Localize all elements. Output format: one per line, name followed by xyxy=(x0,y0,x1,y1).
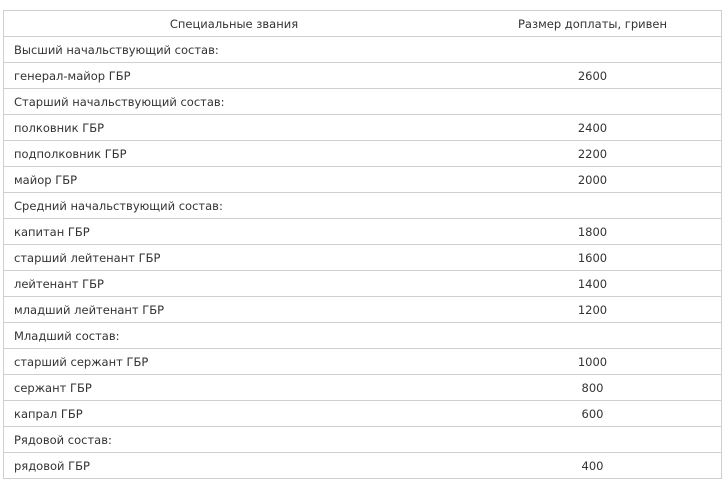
amount-cell: 1600 xyxy=(464,244,722,271)
rank-cell: капрал ГБР xyxy=(3,400,464,427)
rank-cell: сержант ГБР xyxy=(3,374,464,401)
rank-cell: старший сержант ГБР xyxy=(3,348,464,375)
table-row: генерал-майор ГБР 2600 xyxy=(3,62,722,89)
table-row: старший лейтенант ГБР 1600 xyxy=(3,244,722,271)
amount-cell: 400 xyxy=(464,452,722,479)
table-row: полковник ГБР 2400 xyxy=(3,114,722,141)
table-row: сержант ГБР 800 xyxy=(3,374,722,401)
rank-cell: капитан ГБР xyxy=(3,218,464,245)
amount-cell: 1200 xyxy=(464,296,722,323)
header-rank: Специальные звания xyxy=(3,10,464,37)
group-row: Рядовой состав: xyxy=(3,426,722,453)
amount-cell: 2200 xyxy=(464,140,722,167)
group-label: Высший начальствующий состав: xyxy=(3,36,722,63)
group-label: Средний начальствующий состав: xyxy=(3,192,722,219)
amount-cell: 1800 xyxy=(464,218,722,245)
amount-cell: 1000 xyxy=(464,348,722,375)
table-row: капрал ГБР 600 xyxy=(3,400,722,427)
rank-cell: полковник ГБР xyxy=(3,114,464,141)
table-row: майор ГБР 2000 xyxy=(3,166,722,193)
table-row: подполковник ГБР 2200 xyxy=(3,140,722,167)
rank-cell: лейтенант ГБР xyxy=(3,270,464,297)
group-row: Старший начальствующий состав: xyxy=(3,88,722,115)
amount-cell: 600 xyxy=(464,400,722,427)
header-amount: Размер доплаты, гривен xyxy=(464,10,722,37)
group-label: Старший начальствующий состав: xyxy=(3,88,722,115)
rank-cell: майор ГБР xyxy=(3,166,464,193)
rank-cell: старший лейтенант ГБР xyxy=(3,244,464,271)
table-row: старший сержант ГБР 1000 xyxy=(3,348,722,375)
amount-cell: 1400 xyxy=(464,270,722,297)
rank-allowance-table: Специальные звания Размер доплаты, гриве… xyxy=(3,10,722,479)
table-row: младший лейтенант ГБР 1200 xyxy=(3,296,722,323)
group-label: Рядовой состав: xyxy=(3,426,722,453)
rank-cell: подполковник ГБР xyxy=(3,140,464,167)
group-row: Средний начальствующий состав: xyxy=(3,192,722,219)
amount-cell: 2600 xyxy=(464,62,722,89)
rank-cell: рядовой ГБР xyxy=(3,452,464,479)
rank-cell: генерал-майор ГБР xyxy=(3,62,464,89)
amount-cell: 2400 xyxy=(464,114,722,141)
group-row: Младший состав: xyxy=(3,322,722,349)
amount-cell: 2000 xyxy=(464,166,722,193)
table-header: Специальные звания Размер доплаты, гриве… xyxy=(3,10,722,37)
table-row: капитан ГБР 1800 xyxy=(3,218,722,245)
rank-cell: младший лейтенант ГБР xyxy=(3,296,464,323)
group-row: Высший начальствующий состав: xyxy=(3,36,722,63)
group-label: Младший состав: xyxy=(3,322,722,349)
table-row: лейтенант ГБР 1400 xyxy=(3,270,722,297)
table-row: рядовой ГБР 400 xyxy=(3,452,722,479)
amount-cell: 800 xyxy=(464,374,722,401)
